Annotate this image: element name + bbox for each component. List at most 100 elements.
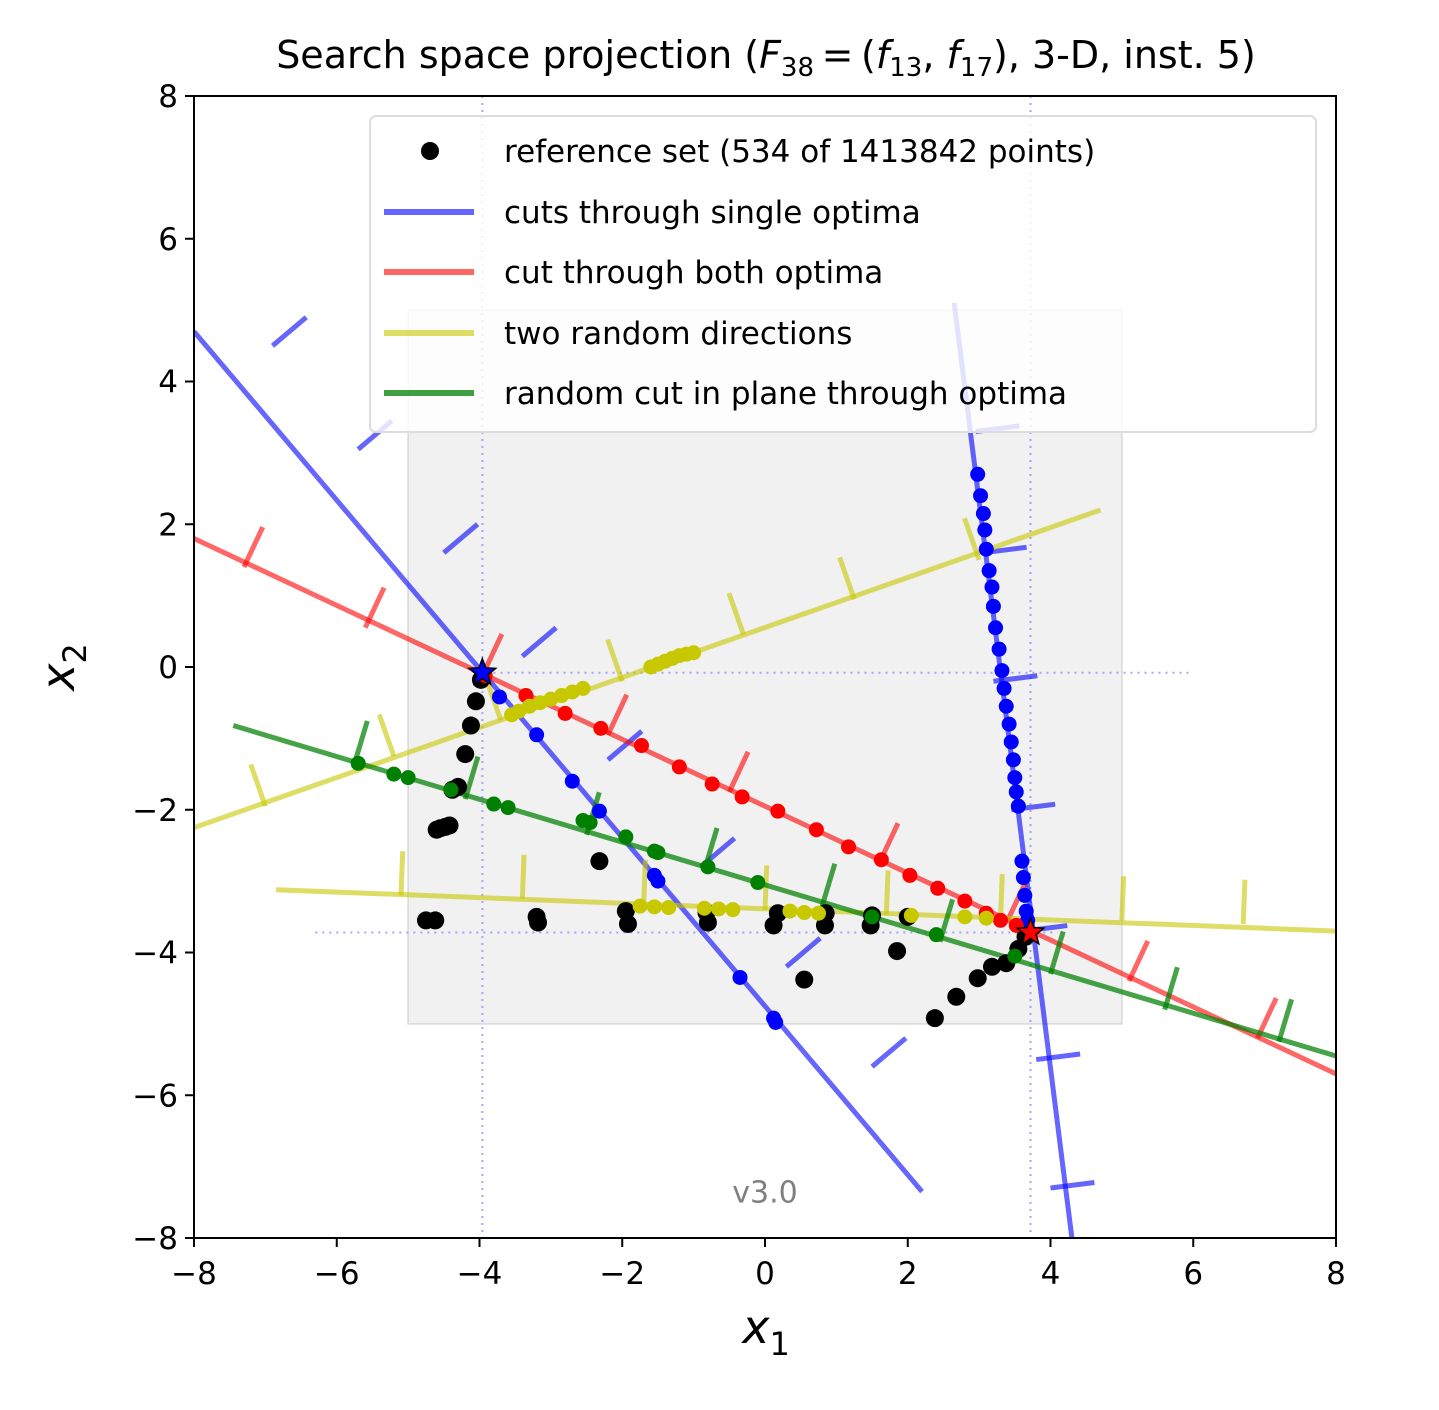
cut-sample-point (1007, 770, 1023, 786)
cut-sample-point (864, 909, 880, 925)
y-tick-label: 2 (158, 507, 178, 543)
x-tick-label: 0 (755, 1256, 775, 1292)
y-axis-ticks: −8 −6 −4 −2 0 2 4 6 8 (132, 79, 194, 1257)
reference-point (764, 916, 783, 935)
cut-line-tick (270, 315, 308, 348)
chart-title: Search space projection (F38 = (f13, f17… (276, 33, 1256, 83)
reference-point (466, 692, 485, 711)
cut-sample-point (978, 541, 994, 557)
cut-sample-point (646, 899, 662, 915)
cut-line-tick (1240, 879, 1248, 925)
reference-point (968, 969, 987, 988)
cut-sample-point (1007, 948, 1023, 964)
x-tick-label: −4 (457, 1256, 503, 1292)
cut-sample-point (557, 705, 573, 721)
cut-sample-point (930, 880, 946, 896)
cut-line-tick (398, 851, 406, 896)
cut-line-tick (605, 693, 630, 736)
cut-sample-point (1003, 734, 1019, 750)
cut-sample-point (978, 910, 994, 926)
y-axis-label: x2 (31, 643, 94, 693)
cut-sample-point (973, 488, 989, 504)
cut-line-tick (1126, 939, 1151, 983)
reference-point (590, 852, 609, 871)
cut-line-tick (837, 556, 857, 601)
reference-point (461, 716, 480, 735)
legend-frame (369, 115, 1317, 433)
cut-line-tick (520, 625, 558, 659)
cut-sample-point (650, 873, 666, 889)
cut-line-tick (1005, 879, 1029, 922)
cut-sample-point (486, 796, 502, 812)
cut-line-tick (641, 859, 648, 905)
cut-sample-point (564, 773, 580, 789)
legend-label-reference-set: reference set (534 of 1413842 points) (504, 134, 1095, 170)
cut-sample-point (700, 859, 716, 875)
cut-sample-point (491, 689, 507, 705)
legend: reference set (534 of 1413842 points) cu… (369, 115, 1317, 433)
cut-sample-point (984, 579, 1000, 595)
x-tick-label: 8 (1326, 1256, 1346, 1292)
x-tick-label: −2 (599, 1256, 645, 1292)
cut-line-tick (1035, 1051, 1081, 1063)
cut-sample-point (711, 901, 727, 917)
cut-line-tick (519, 854, 527, 900)
cut-sample-point (732, 969, 748, 985)
legend-label-single-optima: cuts through single optima (504, 195, 921, 231)
reference-point (416, 911, 435, 930)
cut-sample-point (873, 852, 889, 868)
cut-sample-point (632, 898, 648, 914)
x-tick-label: 2 (898, 1256, 918, 1292)
cut-sample-point (593, 720, 609, 736)
x-axis-label: x1 (740, 1300, 790, 1363)
cut-sample-point (443, 782, 459, 798)
cut-sample-point (957, 909, 973, 925)
cut-line-tick (462, 755, 481, 800)
cut-line-tick (363, 586, 387, 629)
cut-sample-point (1008, 784, 1024, 800)
cut-sample-point (1014, 853, 1030, 869)
cut-line-tick (376, 713, 397, 758)
cut-line-tick (998, 873, 1005, 919)
cut-line-tick (870, 1036, 908, 1069)
cut-line-tick (819, 862, 838, 907)
cut-sample-point (768, 1014, 784, 1030)
cut-sample-point (500, 800, 516, 816)
version-watermark: v3.0 (732, 1175, 797, 1210)
cut-sample-point (996, 680, 1012, 696)
optimum-star-marker (467, 656, 498, 686)
optimum-star-marker (1015, 916, 1046, 946)
cut-sample-point (991, 641, 1007, 657)
reference-point (618, 914, 637, 933)
cut-sample-point (704, 776, 720, 792)
cut-sample-point (1001, 716, 1017, 732)
cut-sample-point (400, 770, 416, 786)
cut-sample-point (686, 645, 702, 661)
x-tick-label: −8 (171, 1256, 217, 1292)
cut-sample-point (903, 907, 919, 923)
cut-line-tick (1050, 1180, 1095, 1191)
cut-sample-point (1015, 870, 1031, 886)
legend-label-random-plane-cut: random cut in plane through optima (504, 376, 1067, 412)
y-tick-label: 6 (158, 222, 178, 258)
cut-line-tick (1048, 930, 1066, 975)
reference-point (795, 970, 814, 989)
cut-sample-point (671, 759, 687, 775)
cut-sample-point (734, 789, 750, 805)
cut-sample-point (902, 867, 918, 883)
cut-sample-point (981, 563, 997, 579)
reference-point (698, 913, 717, 932)
cut-sample-point (782, 903, 798, 919)
cut-sample-point (808, 822, 824, 838)
cut-sample-point (591, 803, 607, 819)
cut-sample-point (582, 815, 598, 831)
cut-line-tick (727, 750, 751, 793)
reference-point (982, 957, 1001, 976)
reference-point (815, 916, 834, 935)
cut-sample-point (998, 698, 1014, 714)
cut-line-tick (883, 870, 891, 915)
x-tick-label: 4 (1041, 1256, 1061, 1292)
y-tick-label: −8 (132, 1221, 178, 1257)
cut-sample-point (993, 912, 1009, 928)
cut-sample-point (529, 727, 545, 743)
